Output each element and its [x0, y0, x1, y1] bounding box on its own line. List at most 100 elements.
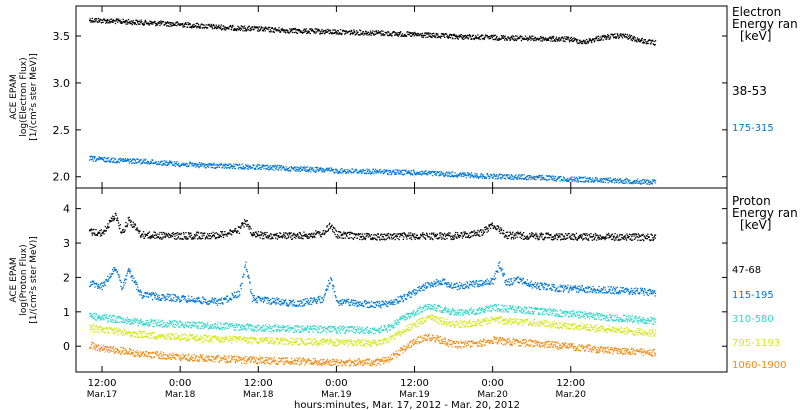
proton-data-point — [570, 288, 573, 290]
proton-data-point — [245, 220, 247, 222]
proton-data-point — [136, 227, 138, 229]
proton-data-point — [377, 233, 379, 236]
proton-data-point — [189, 232, 191, 234]
proton-data-point — [136, 283, 138, 285]
proton-data-point — [385, 304, 387, 306]
proton-data-point — [314, 236, 316, 238]
proton-data-point — [315, 298, 317, 301]
electron-data-point — [640, 183, 642, 185]
proton-data-point — [598, 236, 600, 238]
proton-data-point — [481, 284, 483, 286]
electron-data-point — [584, 42, 586, 44]
proton-data-point — [548, 236, 550, 239]
electron-data-point — [380, 172, 382, 174]
electron-data-point — [305, 170, 307, 172]
electron-data-point — [558, 176, 560, 178]
proton-data-point — [479, 285, 481, 287]
electron-data-point — [167, 164, 170, 166]
electron-data-point — [643, 179, 646, 181]
electron-data-point — [326, 31, 329, 33]
proton-data-point — [263, 300, 265, 302]
proton-data-point — [360, 233, 362, 235]
electron-data-point — [302, 166, 305, 168]
proton-data-point — [266, 231, 268, 234]
proton-data-point — [280, 236, 283, 238]
proton-data-point — [112, 273, 114, 275]
electron-data-point — [445, 172, 447, 175]
electron-data-point — [533, 177, 535, 179]
electron-data-point — [581, 177, 583, 179]
proton-data-point — [276, 232, 278, 235]
electron-data-point — [308, 31, 310, 34]
proton-data-point — [256, 232, 258, 235]
electron-data-point — [165, 21, 167, 23]
proton-data-point — [504, 280, 506, 282]
proton-data-point — [100, 229, 102, 231]
electron-data-point — [190, 25, 192, 27]
electron-data-point — [459, 173, 461, 175]
proton-data-point — [149, 293, 151, 295]
proton-data-point — [297, 237, 300, 239]
electron-data-point — [624, 179, 627, 181]
electron-data-point — [298, 30, 300, 32]
proton-data-point — [306, 298, 308, 300]
electron-data-point — [298, 29, 300, 31]
proton-data-point — [562, 291, 564, 293]
electron-data-point — [636, 180, 638, 182]
proton-data-point — [611, 238, 613, 240]
proton-data-point — [299, 237, 301, 239]
proton-data-point — [249, 281, 251, 283]
proton-data-point — [281, 235, 283, 237]
proton-data-point — [394, 303, 396, 306]
electron-data-point — [642, 42, 644, 44]
proton-data-point — [440, 236, 442, 238]
electron-data-point — [125, 159, 127, 161]
proton-data-point — [239, 226, 241, 228]
proton-data-point — [579, 236, 581, 238]
electron-data-point — [376, 169, 379, 172]
electron-data-point — [110, 161, 112, 163]
proton-data-point — [373, 306, 375, 309]
proton-data-point — [433, 234, 435, 236]
proton-data-point — [276, 238, 279, 240]
electron-data-point — [220, 24, 222, 26]
electron-data-point — [142, 160, 145, 163]
electron-data-point — [264, 27, 266, 29]
proton-data-point — [348, 302, 350, 304]
proton-data-point — [474, 233, 476, 235]
proton-data-point — [172, 235, 174, 238]
proton-data-point — [188, 235, 191, 237]
electron-data-point — [498, 177, 500, 179]
electron-data-point — [163, 163, 166, 165]
proton-data-point — [233, 296, 235, 298]
electron-data-point — [333, 171, 335, 173]
electron-data-point — [317, 30, 319, 32]
proton-data-point — [208, 235, 210, 237]
electron-data-point — [98, 21, 101, 23]
proton-data-point — [482, 232, 485, 235]
electron-data-point — [634, 40, 636, 42]
electron-data-point — [121, 158, 123, 161]
proton-data-point — [259, 237, 261, 239]
electron-data-point — [580, 176, 582, 178]
proton-data-point — [357, 234, 359, 236]
electron-data-point — [431, 174, 434, 177]
proton-data-point — [542, 233, 544, 235]
proton-data-point — [199, 301, 201, 303]
proton-data-point — [475, 234, 477, 237]
electron-data-point — [494, 34, 496, 36]
electron-data-point — [418, 171, 420, 173]
electron-data-point — [557, 39, 559, 41]
proton-data-point — [138, 230, 140, 232]
proton-data-point — [358, 233, 360, 235]
proton-data-point — [184, 295, 186, 298]
electron-data-point — [452, 176, 454, 178]
electron-data-point — [197, 22, 199, 24]
proton-data-point — [93, 228, 95, 230]
electron-data-point — [224, 165, 226, 167]
proton-data-point — [652, 237, 654, 239]
electron-data-point — [256, 165, 258, 167]
proton-data-point — [553, 284, 555, 286]
proton-data-point — [375, 238, 377, 241]
electron-data-point — [539, 176, 541, 178]
